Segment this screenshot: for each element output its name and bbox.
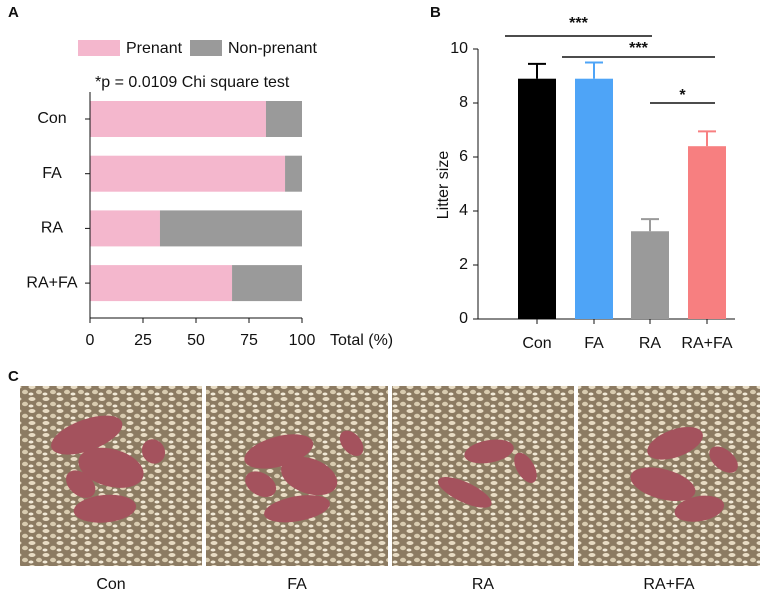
bar [575,78,613,319]
significance-label: *** [629,40,648,57]
pup [51,415,123,455]
pup [73,494,137,523]
legend-swatch [190,40,222,56]
pup [339,430,364,456]
x-axis-label: Total (%) [330,332,393,349]
photo-caption: RA [472,576,495,593]
x-tick-label: 50 [187,332,205,349]
x-tick-label: 75 [240,332,258,349]
x-tick-label: RA [639,335,662,352]
y-tick-label: 8 [459,94,468,111]
x-tick-label: RA+FA [681,335,732,352]
bar-segment [265,101,302,137]
legend-label: Prenant [126,40,183,57]
x-tick-label: 0 [86,332,95,349]
legend-swatch [78,40,120,56]
bar-segment [285,155,302,192]
photo [392,386,574,566]
x-tick-label: 100 [289,332,316,349]
y-tick-label: RA+FA [26,274,77,291]
y-tick-label: 6 [459,148,468,165]
bar-segment [90,265,233,302]
pup [514,452,537,483]
significance-label: * [679,87,686,104]
pup [647,426,703,460]
bar-segment [90,155,286,192]
pup [438,477,492,508]
pup [674,495,725,522]
bar-segment [90,210,160,247]
pup [78,447,144,488]
panel-label: B [430,4,441,21]
x-tick-label: Con [522,335,551,352]
legend-label: Non-prenant [228,40,318,57]
pup [281,456,338,496]
bar-segment [159,210,302,247]
y-tick-label: 4 [459,202,468,219]
x-tick-label: 25 [134,332,152,349]
pup [264,495,330,523]
significance-label: *** [569,15,588,32]
bar [631,231,669,319]
panel-label: A [8,4,19,21]
pup [245,471,277,498]
annotation: *p = 0.0109 Chi square test [95,74,290,91]
photo-caption: Con [96,576,125,593]
pup [630,467,696,502]
panel-label: C [8,368,19,385]
pup [65,470,96,498]
y-tick-label: FA [42,165,62,182]
y-axis-label: Litter size [435,151,452,220]
pup [141,439,166,464]
pup [709,446,738,473]
bar-segment [90,101,266,137]
bar [688,146,726,319]
x-tick-label: FA [584,335,604,352]
y-tick-label: RA [41,220,64,237]
y-tick-label: Con [37,110,66,127]
pup [464,439,514,464]
y-tick-label: 10 [450,40,468,57]
y-tick-label: 2 [459,256,468,273]
photo-caption: RA+FA [643,576,694,593]
y-tick-label: 0 [459,310,468,327]
photo-caption: FA [287,576,307,593]
bar-segment [232,265,302,302]
bar [518,78,556,319]
